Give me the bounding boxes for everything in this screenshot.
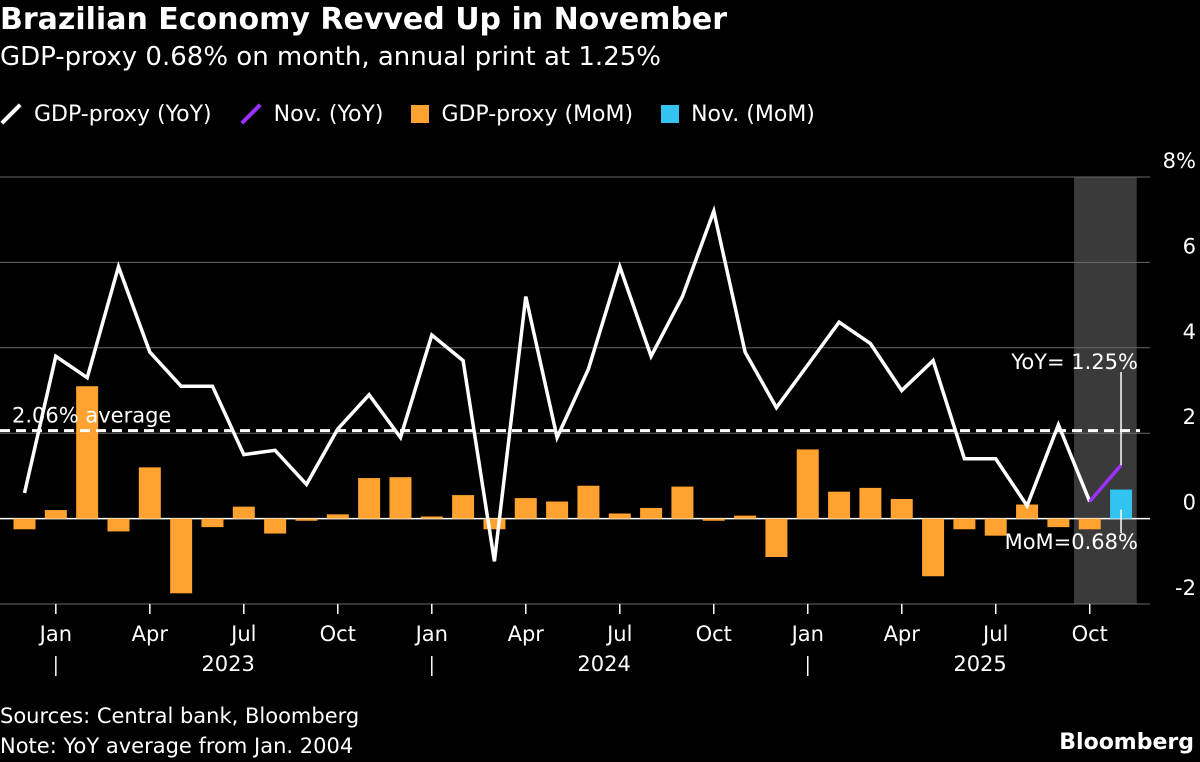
legend-label-mom: GDP-proxy (MoM) xyxy=(441,101,634,127)
bar xyxy=(295,518,318,521)
legend-swatch-nov-mom xyxy=(661,105,680,123)
bar xyxy=(44,510,67,519)
x-tick-label: Oct xyxy=(1072,622,1108,646)
legend-label-nov-mom: Nov. (MoM) xyxy=(691,101,815,127)
legend-swatch-mom xyxy=(411,105,430,123)
footer-sources: Sources: Central bank, Bloomberg xyxy=(0,704,360,728)
annotation-mom: MoM=0.68% xyxy=(1005,530,1138,554)
footer-note: Note: YoY average from Jan. 2004 xyxy=(0,734,354,758)
bar xyxy=(389,477,412,519)
bar xyxy=(546,501,569,519)
bar xyxy=(828,491,851,519)
bar xyxy=(138,467,161,519)
y-tick-label: 2 xyxy=(1183,405,1196,429)
bar xyxy=(232,506,255,519)
bar xyxy=(640,507,663,519)
x-tick-label: Jan xyxy=(790,622,824,646)
bar xyxy=(859,487,882,519)
legend-item-nov-yoy: Nov. (YoY) xyxy=(240,101,384,127)
brand-logo: Bloomberg xyxy=(1059,730,1194,755)
bar xyxy=(170,518,193,594)
bar xyxy=(765,518,788,558)
bar xyxy=(107,518,130,532)
y-tick-label: 0 xyxy=(1183,491,1196,515)
x-tick-label: Jul xyxy=(605,622,632,646)
bar xyxy=(76,386,99,519)
bar xyxy=(1078,518,1101,530)
bar xyxy=(984,518,1007,536)
bar xyxy=(671,486,694,519)
x-tick-label: Apr xyxy=(508,622,545,646)
chart-title: Brazilian Economy Revved Up in November xyxy=(0,2,728,37)
x-tick-label: Jan xyxy=(414,622,448,646)
y-tick-label: 6 xyxy=(1183,234,1196,258)
legend-label-yoy: GDP-proxy (YoY) xyxy=(34,101,212,127)
x-tick-label: Apr xyxy=(132,622,169,646)
x-tick-label: Oct xyxy=(320,622,356,646)
legend-label-nov-yoy: Nov. (YoY) xyxy=(273,101,384,127)
annotation-yoy: YoY= 1.25% xyxy=(1010,350,1138,374)
bar xyxy=(1016,504,1039,519)
y-tick-label: 8% xyxy=(1163,149,1196,173)
series-line xyxy=(22,204,1092,562)
bar xyxy=(13,518,36,530)
x-tick-label: Jul xyxy=(229,622,256,646)
bar xyxy=(922,518,945,577)
x-tick-label: Jan xyxy=(38,622,72,646)
bar xyxy=(420,516,443,519)
series-line xyxy=(1088,464,1123,503)
bar xyxy=(358,478,381,519)
bar xyxy=(953,518,976,530)
bar xyxy=(264,518,287,534)
chart-plot: 2.06% average YoY= 1.25% MoM=0.68% -2 0 2 4 6… xyxy=(0,149,1196,676)
y-tick-label: 4 xyxy=(1183,320,1196,344)
legend-item-mom: GDP-proxy (MoM) xyxy=(411,102,633,127)
x-tick-label: Jul xyxy=(981,622,1008,646)
bar xyxy=(1047,518,1070,528)
bar xyxy=(514,498,537,519)
legend-item-nov-mom: Nov. (MoM) xyxy=(661,102,815,127)
bar xyxy=(734,515,757,519)
y-tick-label: -2 xyxy=(1175,576,1196,600)
legend-item-yoy: GDP-proxy (YoY) xyxy=(0,102,212,127)
legend: GDP-proxy (YoY) Nov. (YoY) GDP-proxy (Mo… xyxy=(0,97,843,131)
bar xyxy=(577,485,600,519)
highlight-band xyxy=(1074,177,1137,604)
chart-subtitle: GDP-proxy 0.68% on month, annual print a… xyxy=(0,42,661,72)
bar xyxy=(702,518,725,521)
bar xyxy=(452,495,475,519)
bar xyxy=(201,518,224,528)
x-tick-label: Oct xyxy=(696,622,732,646)
bar xyxy=(1110,489,1133,519)
bar xyxy=(890,498,913,519)
bar xyxy=(483,518,506,530)
bar xyxy=(608,513,631,519)
average-label: 2.06% average xyxy=(12,404,171,428)
year-label: 2024 xyxy=(577,652,630,676)
year-label: 2023 xyxy=(201,652,254,676)
bar xyxy=(326,514,349,519)
bar xyxy=(796,449,819,519)
x-tick-label: Apr xyxy=(884,622,921,646)
year-label: 2025 xyxy=(953,652,1006,676)
